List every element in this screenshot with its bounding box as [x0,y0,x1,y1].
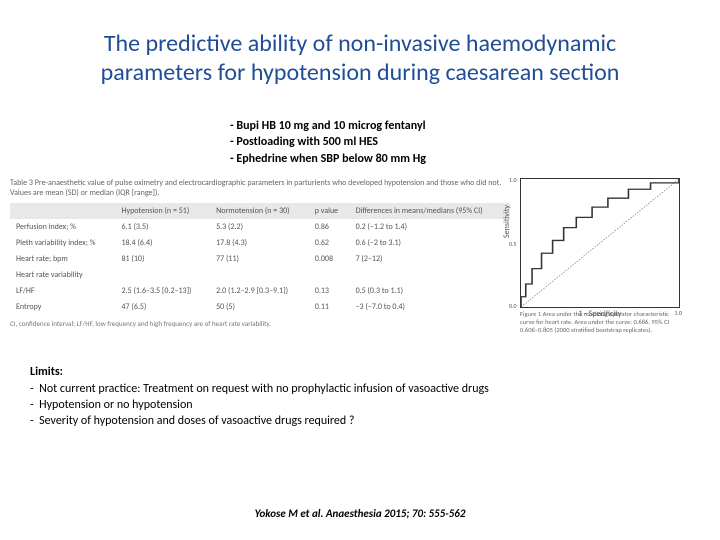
table-cell: 18.4 (6.4) [116,235,211,251]
protocol-line: - Bupi HB 10 mg and 10 microg fentanyl [230,118,720,135]
col-header: Differences in means/medians (95% CI) [350,203,510,219]
col-header: Hypotension (n = 51) [116,203,211,219]
y-axis-label: Sensitivity [502,205,512,238]
table-cell: 0.2 (−1.2 to 1.4) [350,219,510,235]
tick: 1.0 [509,176,517,184]
table-cell: 0.11 [309,299,350,315]
table-header-row: Hypotension (n = 51) Normotension (n = 3… [10,203,510,219]
chart-area: Sensitivity 1 - Specificity 0.0 0.5 1.0 … [520,178,700,334]
table-row: Pleth variability index; %18.4 (6.4)17.8… [10,235,510,251]
table-cell: 50 (5) [210,299,309,315]
table-cell: Heart rate variability [10,267,116,283]
table-cell: Perfusion index; % [10,219,116,235]
table-cell: 0.5 (0.3 to 1.1) [350,283,510,299]
table-cell [309,267,350,283]
tick: 0.5 [509,240,517,248]
table-row: Perfusion index; %6.1 (3.5)5.3 (2.2)0.86… [10,219,510,235]
limits-block: Limits: - Not current practice: Treatmen… [30,364,690,429]
table-cell: 5.3 (2.2) [210,219,309,235]
table-cell: 47 (6.5) [116,299,211,315]
x-axis-label: 1 - Specificity [579,309,622,319]
table-cell: −3 (−7.0 to 0.4) [350,299,510,315]
table-area: Table 3 Pre-anaesthetic value of pulse o… [10,178,510,334]
table-cell: 81 (10) [116,251,211,267]
table-cell: 17.8 (4.3) [210,235,309,251]
table-row: Heart rate variability [10,267,510,283]
table-cell: 0.008 [309,251,350,267]
table-cell: Entropy [10,299,116,315]
tick: 0.0 [509,302,517,310]
table-cell [350,267,510,283]
table-cell [116,267,211,283]
protocol-line: - Ephedrine when SBP below 80 mm Hg [230,151,720,168]
protocol-block: - Bupi HB 10 mg and 10 microg fentanyl -… [230,118,720,168]
col-header [10,203,116,219]
table-row: Heart rate; bpm81 (10)77 (11)0.0087 (2–1… [10,251,510,267]
limits-item: - Hypotension or no hypotension [30,397,690,413]
table-row: Entropy47 (6.5)50 (5)0.11−3 (−7.0 to 0.4… [10,299,510,315]
roc-chart: Sensitivity 1 - Specificity 0.0 0.5 1.0 … [520,178,680,308]
table-cell: 2.5 (1.6–3.5 [0.2–13]) [116,283,211,299]
table-cell: 0.13 [309,283,350,299]
tick: 1.0 [674,309,682,317]
table-cell: 7 (2–12) [350,251,510,267]
limits-item: - Severity of hypotension and doses of v… [30,413,690,429]
table-row: LF/HF2.5 (1.6–3.5 [0.2–13])2.0 (1.2–2.9 … [10,283,510,299]
slide-title: The predictive ability of non-invasive h… [0,0,720,98]
table-cell: Heart rate; bpm [10,251,116,267]
table-cell: 0.62 [309,235,350,251]
table-cell [210,267,309,283]
table-cell: 0.86 [309,219,350,235]
content-row: Table 3 Pre-anaesthetic value of pulse o… [0,178,720,334]
table-footnote: CI, confidence interval; LF/HF, low freq… [10,319,510,328]
protocol-line: - Postloading with 500 ml HES [230,134,720,151]
table-cell: LF/HF [10,283,116,299]
table-cell: Pleth variability index; % [10,235,116,251]
table-cell: 77 (11) [210,251,309,267]
table-cell: 6.1 (3.5) [116,219,211,235]
table-caption: Table 3 Pre-anaesthetic value of pulse o… [10,178,510,199]
limits-item: - Not current practice: Treatment on req… [30,381,690,397]
limits-heading: Limits: [30,364,690,380]
table-cell: 2.0 (1.2–2.9 [0.3–9.1]) [210,283,309,299]
col-header: p value [309,203,350,219]
citation: Yokose M et al. Anaesthesia 2015; 70: 55… [0,507,720,520]
data-table: Hypotension (n = 51) Normotension (n = 3… [10,203,510,315]
table-cell: 0.6 (−2 to 3.1) [350,235,510,251]
col-header: Normotension (n = 30) [210,203,309,219]
